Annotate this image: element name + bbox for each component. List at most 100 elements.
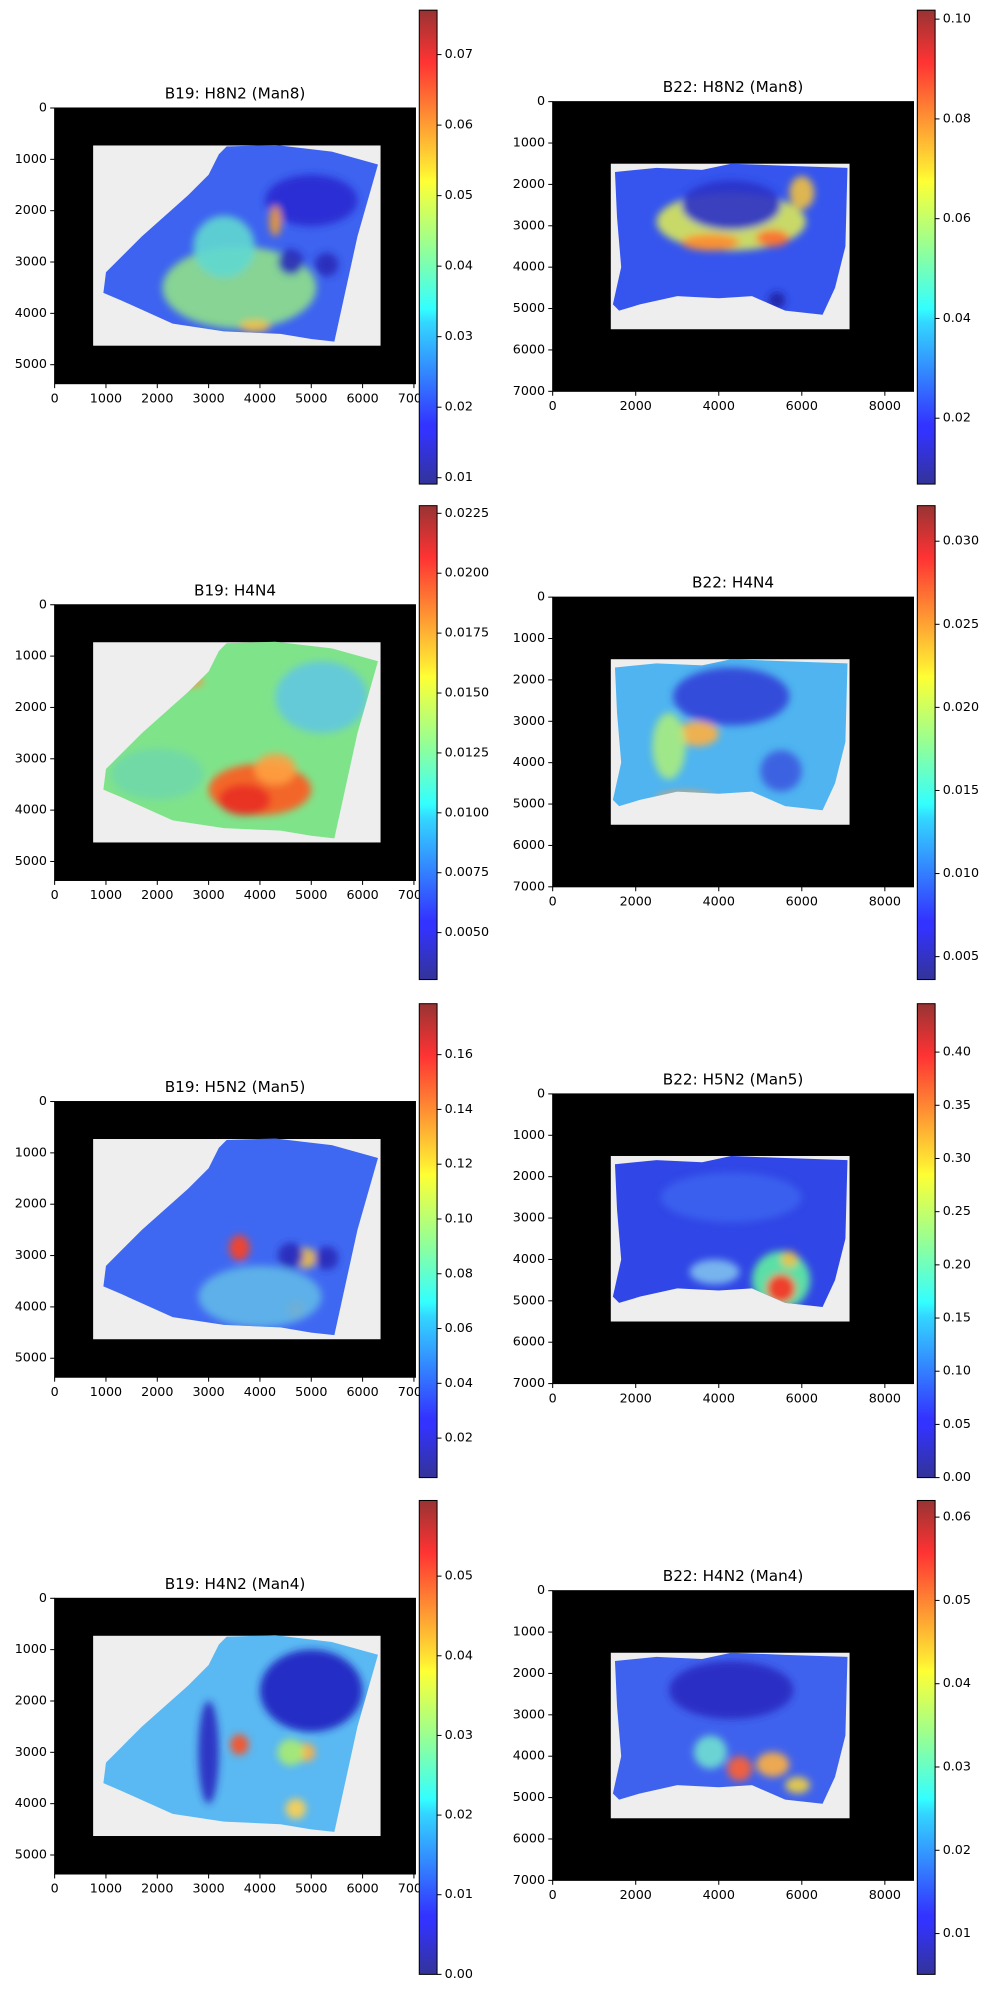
colorbar-tick-label: 0.10 (943, 11, 971, 26)
y-tick-label: 5000 (15, 853, 47, 868)
x-tick-label: 2000 (620, 1887, 652, 1902)
colorbar-tick-label: 0.0200 (445, 565, 489, 580)
colorbar-tick-label: 0.0175 (445, 625, 489, 640)
y-tick-label: 5000 (15, 356, 47, 371)
x-tick-label: 1000 (90, 1881, 122, 1896)
signal-region (229, 1235, 250, 1261)
x-tick-label: 6000 (346, 887, 378, 902)
signal-region (314, 252, 339, 277)
signal-region (693, 1735, 728, 1769)
y-tick-label: 4000 (513, 1251, 545, 1266)
image-panel: B19: H8N2 (Man8) 0 1000 2000 3000 4000 5000 600… (15, 85, 430, 406)
signal-region (673, 667, 790, 726)
signal-region (681, 180, 782, 230)
x-tick-label: 4000 (244, 1384, 276, 1399)
x-tick-label: 3000 (192, 887, 224, 902)
colorbar-frame (916, 9, 936, 485)
image-panel: B22: H4N4 0 2000 4000 6000 8000 0 1000 2000 3000 4… (513, 574, 915, 909)
tissue-pattern (198, 1235, 339, 1328)
signal-region (689, 1259, 740, 1285)
colorbar (419, 10, 438, 485)
axes-frame (54, 107, 416, 385)
colorbar-tick-label: 0.02 (445, 1430, 473, 1445)
colorbar-tick-label: 0.06 (943, 210, 971, 225)
colorbar-tick-label: 0.05 (943, 1416, 971, 1431)
signal-region (198, 1700, 219, 1804)
tissue-pattern (656, 176, 815, 309)
colorbar-tick-label: 0.020 (943, 699, 979, 714)
signal-region (768, 291, 786, 309)
colorbar-tick-label: 0.00 (445, 1966, 473, 1981)
colorbar-tick-label: 0.04 (445, 1647, 473, 1662)
signal-region (218, 784, 271, 816)
x-tick-label: 5000 (295, 1384, 327, 1399)
colorbar-tick-label: 0.30 (943, 1150, 971, 1165)
y-tick-label: 1000 (15, 1641, 47, 1656)
colorbar-frame (418, 1003, 438, 1479)
image-panel: B19: H4N2 (Man4) 0 1000 2000 3000 4000 5000 600… (15, 1575, 430, 1896)
tissue-pattern (652, 667, 802, 809)
colorbar-tick-label: 0.04 (445, 258, 473, 273)
y-tick-label: 5000 (15, 1847, 47, 1862)
y-tick-label: 3000 (15, 254, 47, 269)
signal-region (239, 320, 271, 333)
y-tick-label: 7000 (513, 1375, 545, 1390)
colorbar-tick-label: 0.02 (445, 1807, 473, 1822)
signal-region (756, 229, 790, 247)
tissue-pattern (668, 1661, 811, 1794)
colorbar-tick-label: 0.02 (943, 1842, 971, 1857)
y-tick-label: 0 (39, 596, 47, 611)
y-tick-label: 2000 (15, 1692, 47, 1707)
y-tick-label: 3000 (15, 1247, 47, 1262)
x-tick-label: 0 (549, 894, 557, 909)
signal-region (727, 1756, 752, 1782)
x-tick-label: 4000 (703, 1390, 735, 1405)
colorbar-frame (916, 1003, 936, 1479)
colorbar-tick-label: 0.005 (943, 948, 979, 963)
x-tick-label: 6000 (786, 398, 818, 413)
signal-region (766, 1273, 796, 1303)
colorbar-tick-label: 0.10 (445, 1210, 473, 1225)
colorbar-tick-label: 0.05 (445, 187, 473, 202)
y-tick-label: 5000 (15, 1350, 47, 1365)
signal-region (756, 1752, 790, 1777)
y-tick-label: 0 (39, 1093, 47, 1108)
colorbar-tick-label: 0.00 (943, 1469, 971, 1484)
colorbar-tick-label: 0.0100 (445, 804, 489, 819)
colorbar-tick-label: 0.35 (943, 1097, 971, 1112)
y-tick-label: 6000 (513, 1830, 545, 1845)
y-tick-label: 6000 (513, 341, 545, 356)
colorbar-tick-label: 0.16 (445, 1046, 473, 1061)
colorbar-tick-label: 0.08 (445, 1265, 473, 1280)
signal-region (162, 246, 317, 329)
colorbar-tick-label: 0.01 (943, 1925, 971, 1940)
y-tick-label: 3000 (513, 1210, 545, 1225)
y-tick-label: 0 (537, 93, 545, 108)
signal-region (785, 1776, 811, 1794)
y-tick-label: 2000 (15, 1196, 47, 1211)
x-tick-label: 4000 (244, 887, 276, 902)
y-tick-label: 2000 (15, 202, 47, 217)
x-tick-label: 4000 (703, 398, 735, 413)
panel-title: B19: H8N2 (Man8) (165, 85, 306, 103)
colorbar-tick-label: 0.030 (943, 533, 979, 548)
x-tick-label: 2000 (620, 398, 652, 413)
y-tick-label: 1000 (15, 151, 47, 166)
tissue-pattern (660, 1172, 811, 1308)
x-tick-label: 3000 (192, 1384, 224, 1399)
colorbar-tick-label: 0.10 (943, 1363, 971, 1378)
colorbar (419, 505, 438, 980)
x-tick-label: 0 (549, 1390, 557, 1405)
signal-region (314, 1246, 339, 1270)
x-tick-label: 2000 (620, 1390, 652, 1405)
y-tick-label: 5000 (513, 796, 545, 811)
colorbar-tick-label: 0.05 (943, 1592, 971, 1607)
signal-region (760, 750, 802, 792)
colorbar-tick-label: 0.15 (943, 1310, 971, 1325)
tissue-pattern (162, 174, 358, 333)
colorbar (419, 1003, 438, 1478)
x-tick-label: 6000 (786, 894, 818, 909)
y-tick-label: 0 (537, 1085, 545, 1100)
colorbar (917, 1500, 936, 1975)
